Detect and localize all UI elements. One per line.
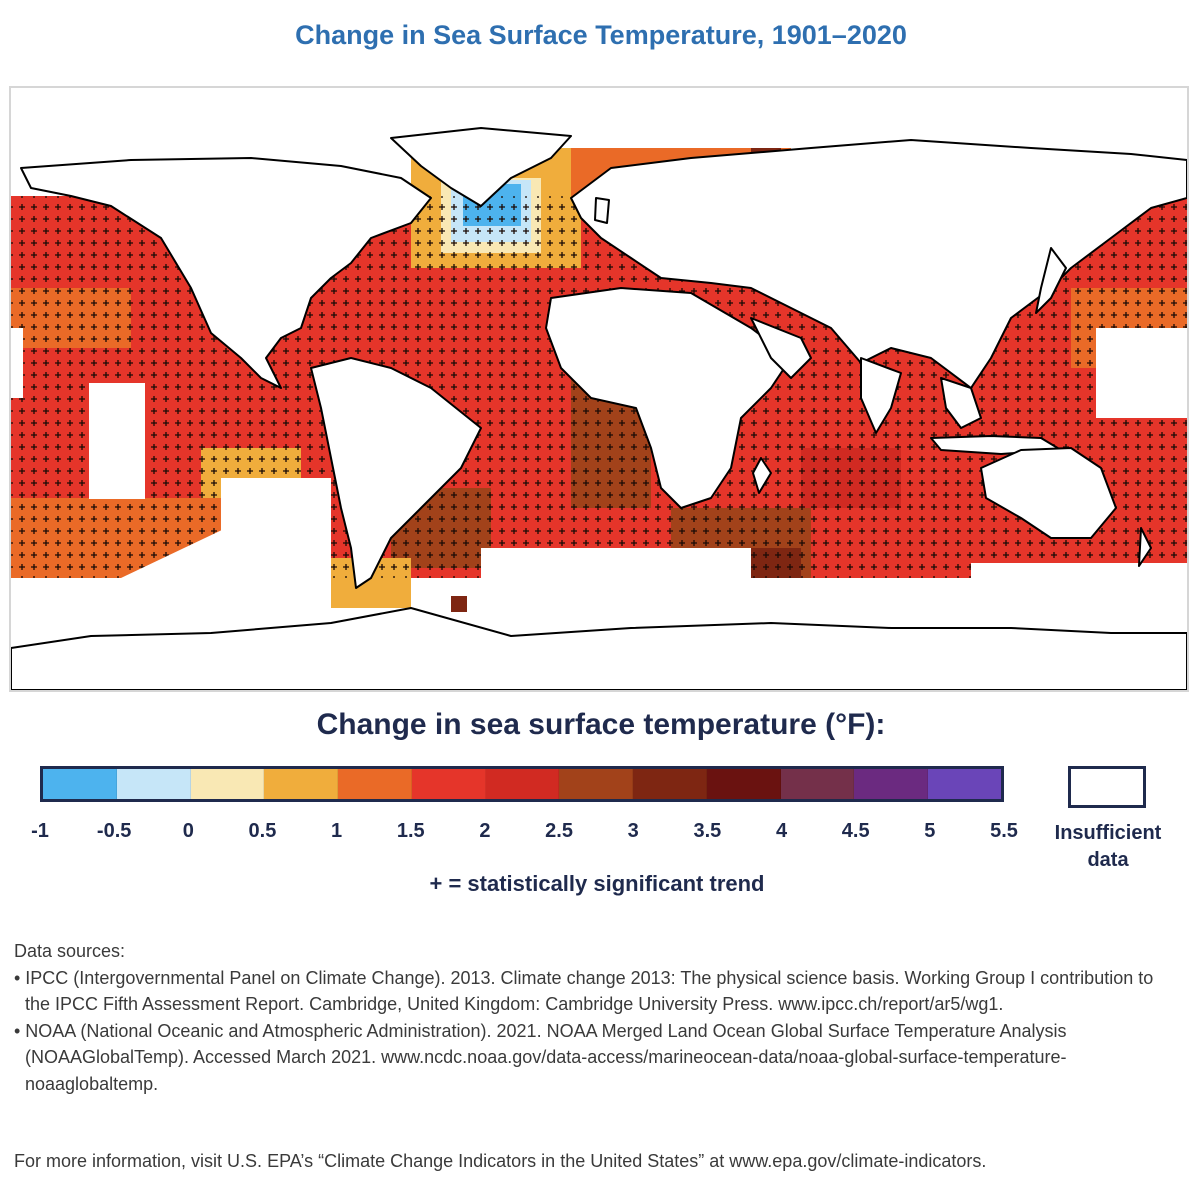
legend-tick-label: 0.5	[248, 820, 277, 842]
landmass-australia	[980, 447, 1117, 539]
land-layer	[11, 127, 1187, 690]
color-scale-bar	[40, 766, 1004, 802]
legend-tick-label: 4	[775, 820, 788, 842]
landmass-uk	[594, 197, 610, 224]
legend-tick-label: -0.5	[96, 820, 132, 842]
landmass-japan	[1035, 247, 1067, 314]
legend-tick-label: 3.5	[693, 820, 722, 842]
data-sources: Data sources: • IPCC (Intergovernmental …	[14, 938, 1174, 1097]
landmass-north-america	[20, 157, 432, 389]
legend-tick-label: 3	[627, 820, 639, 842]
landmass-arabia	[750, 317, 812, 379]
legend-tick-label: 0	[182, 820, 194, 842]
ocean-patch-southern-darkbrown	[451, 596, 467, 612]
insufficient-data-patch	[121, 478, 331, 578]
landmass-africa	[545, 287, 792, 509]
legend-bin	[854, 769, 929, 799]
legend-title: Change in sea surface temperature (°F):	[316, 708, 886, 741]
landmass-south-america	[310, 357, 482, 589]
source-item-ipcc: • IPCC (Intergovernmental Panel on Clima…	[14, 967, 1154, 1015]
legend-bin	[116, 769, 191, 799]
significance-note: + = statistically significant trend	[429, 871, 765, 896]
insufficient-data-patch	[481, 548, 751, 588]
legend-tick-label: 4.5	[841, 820, 870, 842]
legend-bin	[780, 769, 855, 799]
insufficient-label-line2: data	[1087, 849, 1129, 871]
landmass-antarctica	[11, 607, 1187, 690]
legend-bin	[559, 769, 634, 799]
landmass-eurasia	[570, 139, 1187, 389]
sources-heading: Data sources:	[14, 941, 126, 961]
legend-tick-label: -1	[31, 820, 49, 842]
landmass-india	[860, 357, 902, 434]
world-map	[9, 86, 1189, 692]
legend-bin	[411, 769, 486, 799]
legend-bin	[706, 769, 781, 799]
legend-bin	[633, 769, 707, 799]
insufficient-data-patch	[971, 563, 1187, 593]
insufficient-data-patch	[89, 383, 145, 499]
legend-tick-label: 1	[331, 820, 343, 842]
legend-bin	[43, 769, 117, 799]
insufficient-data-label: Insufficient data	[1040, 820, 1176, 874]
landmass-greenland	[390, 127, 572, 207]
legend-tick-label: 2	[479, 820, 491, 842]
insufficient-label-line1: Insufficient	[1054, 822, 1162, 844]
legend-bin	[928, 769, 1001, 799]
legend-bin	[338, 769, 412, 799]
landmass-madagascar	[752, 457, 772, 494]
legend-tick-label: 2.5	[545, 820, 573, 842]
more-info-text: For more information, visit U.S. EPA’s “…	[14, 1151, 987, 1171]
landmass-southeast-asia	[940, 377, 982, 429]
insufficient-data-patch	[11, 328, 23, 398]
legend-bin	[485, 769, 560, 799]
legend-bin	[264, 769, 339, 799]
legend-tick-label: 5	[924, 820, 936, 842]
page-title: Change in Sea Surface Temperature, 1901–…	[295, 20, 907, 50]
source-item-noaa: • NOAA (National Oceanic and Atmospheric…	[14, 1020, 1067, 1094]
insufficient-data-patch	[1096, 328, 1187, 418]
world-map-svg	[11, 127, 1187, 690]
landmass-new-zealand	[1138, 527, 1152, 567]
insufficient-data-swatch	[1068, 766, 1146, 808]
legend-bin	[190, 769, 265, 799]
legend-tick-label: 1.5	[396, 820, 425, 842]
legend-tick-label: 5.5	[990, 820, 1018, 842]
